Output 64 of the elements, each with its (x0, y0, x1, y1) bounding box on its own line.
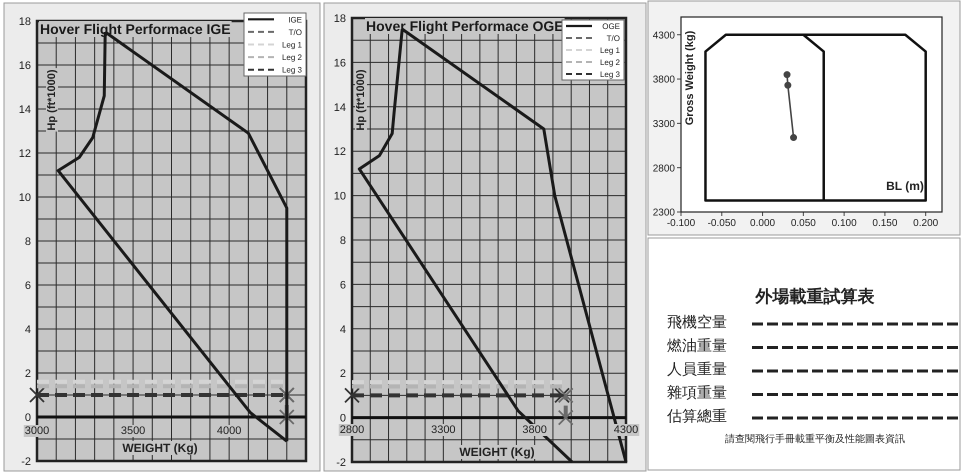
y-tick-label: 14 (18, 104, 31, 116)
x-tick-label: 4300 (614, 424, 638, 436)
y-axis-title: Hp (ft*1000) (355, 69, 367, 131)
legend-label: OGE (602, 22, 620, 31)
x-tick-label: 3000 (24, 425, 50, 437)
y-tick-label: 10 (334, 190, 346, 203)
text: 燃油重量 (667, 336, 727, 354)
x-axis-title: BL (m) (886, 179, 924, 193)
x-tick-label: 3500 (120, 425, 146, 437)
x-tick-label: -0.050 (708, 218, 736, 229)
y-tick-label: -2 (21, 456, 31, 468)
x-tick-label: 0.150 (872, 218, 898, 229)
x-tick-label: 0.200 (913, 218, 939, 229)
x-tick-label: 4000 (216, 425, 242, 437)
y-tick-label: 2300 (652, 208, 676, 219)
x-tick-label: 0.100 (832, 218, 858, 229)
x-tick-label: 3800 (522, 424, 547, 436)
legend-label: Leg 3 (282, 66, 303, 75)
x-tick-label: 3300 (431, 424, 456, 436)
y-tick-label: -2 (336, 456, 346, 469)
y-tick-label: 3800 (652, 74, 676, 86)
y-tick-label: 18 (18, 16, 31, 28)
legend-label: Leg 2 (600, 58, 621, 67)
x-axis-title: WEIGHT (Kg) (459, 445, 535, 459)
y-tick-label: 4300 (652, 30, 676, 42)
text: 外場載重試算表 (754, 287, 876, 307)
legend-label: Leg 1 (600, 46, 621, 55)
x-axis-title: WEIGHT (Kg) (122, 441, 198, 455)
y-tick-label: 18 (334, 12, 346, 25)
legend-label: Leg 2 (282, 53, 303, 62)
x-tick-label: 0.000 (750, 218, 776, 229)
x-tick-label: 0.050 (790, 218, 816, 229)
legend-label: T/O (606, 34, 620, 43)
y-tick-label: 8 (24, 236, 31, 248)
y-tick-label: 10 (18, 192, 31, 204)
y-tick-label: 2 (24, 368, 31, 380)
text: 請查閱飛行手冊載重平衡及性能圖表資訊 (725, 433, 905, 445)
legend-label: IGE (288, 15, 302, 24)
legend-label: T/O (288, 28, 302, 37)
x-tick-label: -0.100 (666, 218, 696, 229)
chart-title: Hover Flight Performace OGE (366, 18, 564, 34)
y-tick-label: 6 (340, 279, 346, 292)
text: 飛機空量 (667, 313, 727, 331)
y-tick-label: 2 (340, 368, 346, 380)
y-tick-label: 0 (24, 412, 31, 424)
y-axis-title: Hp (ft*1000) (46, 69, 58, 131)
y-tick-label: 2800 (652, 163, 676, 174)
text: 雜項重量 (667, 384, 727, 402)
y-tick-label: 16 (334, 57, 346, 70)
y-tick-label: 4 (24, 324, 31, 336)
text: 人員重量 (667, 360, 727, 378)
y-tick-label: 6 (24, 280, 31, 292)
y-axis-title: Gross Weight (kg) (684, 30, 696, 126)
y-tick-label: 8 (340, 234, 346, 247)
y-tick-label: 3300 (652, 118, 676, 130)
text: 估算總重 (666, 407, 727, 425)
legend-label: Leg 3 (600, 70, 621, 79)
legend-label: Leg 1 (282, 40, 303, 50)
y-tick-label: 12 (334, 146, 346, 158)
y-tick-label: 14 (334, 102, 346, 114)
y-tick-label: 12 (18, 148, 31, 160)
y-tick-label: 4 (340, 324, 346, 336)
y-tick-label: 16 (18, 60, 31, 72)
y-tick-label: 0 (340, 412, 346, 425)
